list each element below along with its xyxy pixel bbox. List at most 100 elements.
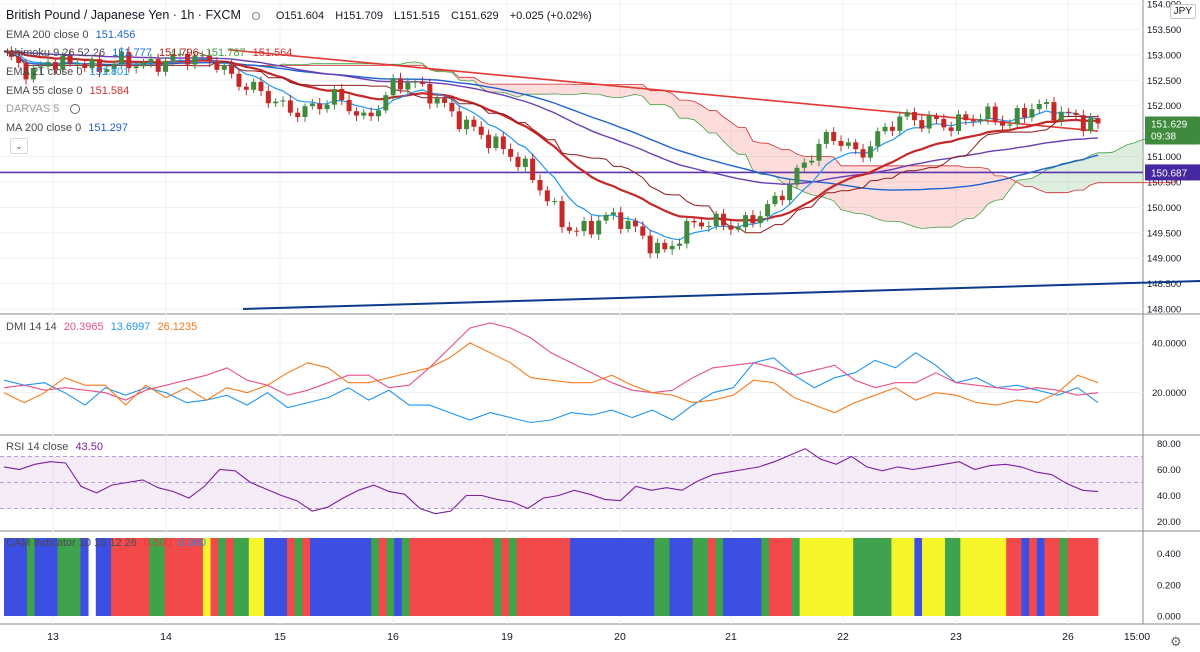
candle-body xyxy=(170,54,176,61)
ichimoku-cloud-segment xyxy=(1112,148,1121,183)
candle-body xyxy=(155,59,161,72)
ichimoku-cloud-segment xyxy=(694,101,702,126)
cam-bar xyxy=(409,538,418,616)
candle-body xyxy=(794,167,800,185)
candle xyxy=(588,215,594,239)
candle xyxy=(632,217,638,232)
candle-body xyxy=(1022,108,1028,118)
candle-body xyxy=(405,82,411,90)
legend-ema55[interactable]: EMA 55 close 0 151.584 xyxy=(6,85,130,97)
cam-bar xyxy=(547,538,556,616)
ichimoku-cloud-segment xyxy=(885,165,893,222)
candle-body xyxy=(478,126,484,135)
legend-ema21[interactable]: EMA 21 close 0 151.801 xyxy=(6,66,130,78)
ichimoku-cloud-segment xyxy=(1105,152,1113,183)
open-value: 151.604 xyxy=(284,10,325,22)
cam-bar xyxy=(57,538,66,616)
ichimoku-cloud-segment xyxy=(914,165,922,229)
collapse-legend-chevron-icon[interactable]: ⌄ xyxy=(10,138,28,154)
ichimoku-cloud-segment xyxy=(525,84,533,95)
candle-body xyxy=(926,115,932,129)
candle-body xyxy=(632,220,638,227)
legend-dmi[interactable]: DMI 14 14 20.3965 13.6997 26.1235 xyxy=(6,321,198,333)
cam-bar xyxy=(241,538,250,616)
cam-bar xyxy=(325,538,334,616)
cam-bar xyxy=(868,538,877,616)
candle-body xyxy=(214,61,220,70)
cam-bar xyxy=(700,538,709,616)
candle-body xyxy=(67,55,73,64)
cam-bar xyxy=(677,538,686,616)
candle xyxy=(324,100,330,113)
candle xyxy=(449,97,455,117)
candle xyxy=(214,56,220,73)
cam-bar xyxy=(172,538,181,616)
candle xyxy=(787,179,793,205)
time-tick-label: 13 xyxy=(47,631,59,643)
cam-bar xyxy=(493,538,502,616)
cam-bar xyxy=(1059,538,1068,616)
candle xyxy=(706,221,712,232)
ichimoku-cloud-segment xyxy=(341,63,350,66)
cam-bar xyxy=(1090,538,1099,616)
cam-bar xyxy=(922,538,931,616)
cam-bar xyxy=(248,538,257,616)
candle xyxy=(1007,119,1013,131)
chart-title-row: British Pound / Japanese Yen · 1h · FXCM… xyxy=(6,8,600,22)
cam-bar xyxy=(103,538,112,616)
ichimoku-cloud-segment xyxy=(980,167,988,214)
cam-bar xyxy=(914,538,923,616)
cam-bar xyxy=(990,538,999,616)
price-tick-label: 150.000 xyxy=(1147,203,1181,214)
candle-body xyxy=(728,225,734,230)
legend-darvas[interactable]: DARVAS 5 xyxy=(6,103,84,115)
candle-body xyxy=(331,89,337,105)
cam-bar xyxy=(157,538,166,616)
hidden-eye-icon[interactable] xyxy=(70,104,81,115)
cam-bar xyxy=(187,538,196,616)
cam-bar xyxy=(692,538,701,616)
candle xyxy=(625,216,631,233)
time-tick-label: 16 xyxy=(387,631,399,643)
legend-ma200[interactable]: MA 200 close 0 151.297 xyxy=(6,122,129,134)
legend-ema200[interactable]: EMA 200 close 0 151.456 xyxy=(6,29,136,41)
candle xyxy=(867,140,873,162)
settings-gear-icon[interactable]: ⚙ xyxy=(1170,634,1182,649)
candle xyxy=(1066,107,1072,118)
symbol-title[interactable]: British Pound / Japanese Yen · 1h · FXCM xyxy=(6,8,241,22)
ichimoku-cloud-segment xyxy=(606,84,614,98)
candle xyxy=(941,113,947,131)
legend-ichimoku[interactable]: Ichimoku 9 26 52 26 151.777 151.796 151.… xyxy=(6,47,293,59)
rsi-tick-label: 40.00 xyxy=(1157,491,1181,502)
ichimoku-cloud-segment xyxy=(760,142,768,175)
candle-body xyxy=(339,89,345,100)
candle xyxy=(845,138,851,149)
candle xyxy=(464,115,470,135)
ichimoku-cloud-segment xyxy=(407,61,416,66)
candle xyxy=(750,210,756,228)
candle-body xyxy=(243,86,249,90)
cam-bar xyxy=(570,538,579,616)
cam-bar xyxy=(769,538,778,616)
legend-cam[interactable]: CAM Indicator 10 10 12 26 0.500 0.000 xyxy=(6,537,207,549)
candle-body xyxy=(302,106,308,118)
candle-body xyxy=(662,242,668,250)
candle xyxy=(185,48,191,70)
candle xyxy=(911,107,917,126)
candle-body xyxy=(948,127,954,131)
candle xyxy=(74,58,80,70)
cam-bar xyxy=(1029,538,1038,616)
cam-bar xyxy=(332,538,342,616)
ichimoku-cloud-segment xyxy=(539,84,548,95)
last-price-value: 151.629 xyxy=(1151,120,1188,131)
candle xyxy=(163,57,169,77)
candle-body xyxy=(317,103,323,110)
ichimoku-cloud-segment xyxy=(503,84,511,95)
candle-body xyxy=(581,220,587,232)
legend-rsi[interactable]: RSI 14 close 43.50 xyxy=(6,441,103,453)
cam-bar xyxy=(463,538,472,616)
currency-selector[interactable]: JPY xyxy=(1169,4,1196,19)
candle xyxy=(38,61,44,74)
candle xyxy=(809,155,815,166)
